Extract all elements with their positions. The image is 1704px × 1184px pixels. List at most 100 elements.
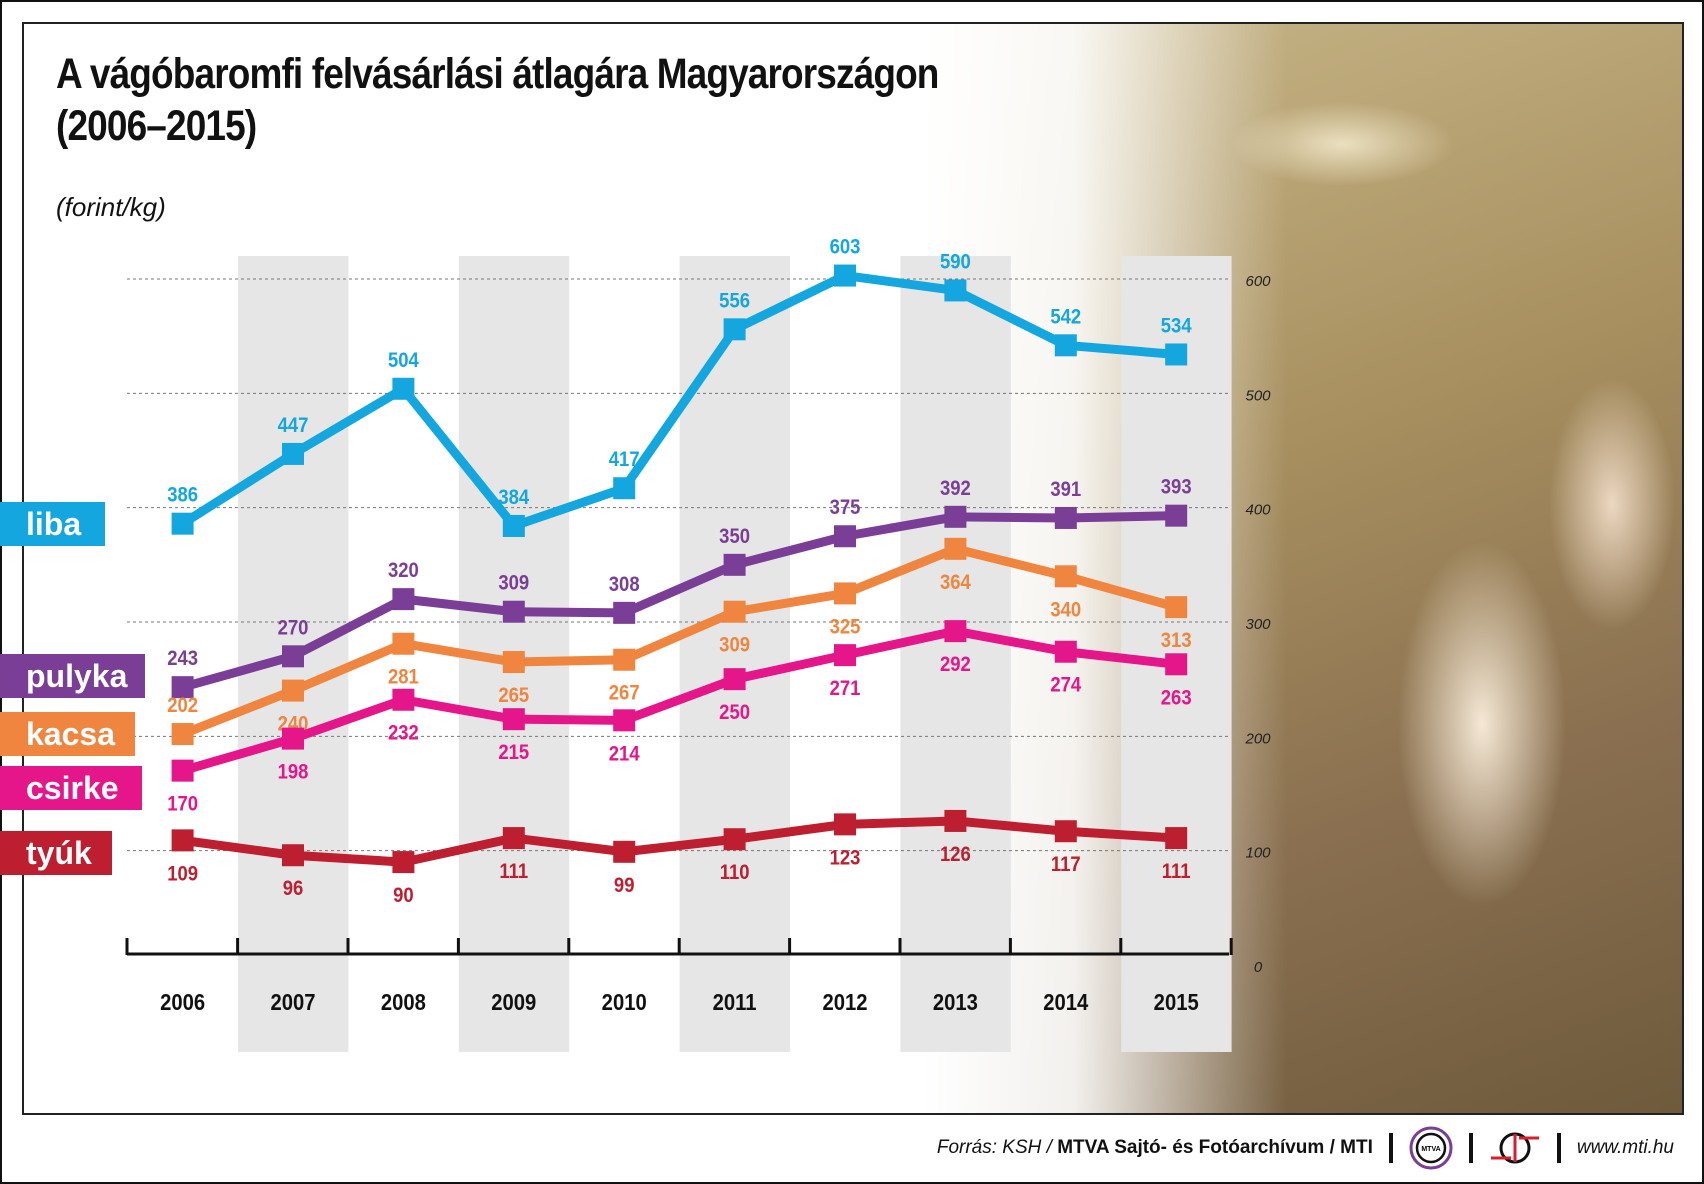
data-label: 542 [1050, 305, 1081, 328]
footer: Forrás: KSH / MTVA Sajtó- és Fotóarchívu… [936, 1126, 1674, 1170]
data-point [392, 377, 415, 400]
series-line [181, 816, 1177, 867]
data-label: 110 [720, 861, 750, 884]
series-line [180, 271, 1177, 531]
data-point [834, 264, 856, 287]
mtva-logo: MTVA [1409, 1126, 1453, 1170]
data-point [613, 840, 636, 863]
data-label: 417 [609, 448, 640, 471]
data-point [1054, 334, 1077, 357]
separator [1468, 1133, 1473, 1163]
x-tick-label: 2006 [160, 989, 205, 1016]
legend-kacsa: kacsa [0, 712, 135, 756]
data-label: 90 [393, 884, 414, 907]
data-point [723, 668, 746, 691]
data-label: 281 [388, 666, 419, 689]
series-tyúk: 109 96 90 111 99 110 123 126 117 111 [167, 809, 1191, 907]
legend-pulyka: pulyka [0, 654, 145, 698]
x-tick-label: 2010 [602, 989, 647, 1016]
data-label: 99 [614, 874, 635, 897]
data-point [1054, 820, 1077, 843]
data-point [723, 318, 746, 341]
data-label: 109 [167, 862, 198, 885]
data-label: 123 [830, 846, 861, 869]
data-label: 117 [1051, 853, 1081, 876]
x-tick-label: 2015 [1154, 989, 1199, 1016]
mti-logo [1490, 1132, 1539, 1164]
data-label: 603 [830, 236, 861, 259]
data-point [834, 644, 856, 667]
data-point [392, 851, 415, 874]
data-point [392, 632, 415, 655]
legend-tyúk: tyúk [0, 831, 112, 875]
data-point [1165, 343, 1188, 366]
data-point [171, 676, 194, 699]
y-tick-label: 100 [1245, 845, 1271, 862]
website-link[interactable]: www.mti.hu [1576, 1137, 1674, 1158]
data-label: 111 [499, 860, 528, 883]
y-tick-label: 500 [1245, 387, 1271, 404]
x-tick-label: 2011 [713, 989, 757, 1016]
series-liba: 386 447 504 384 417 556 603 590 542 534 [167, 236, 1192, 537]
data-label: 447 [278, 414, 309, 437]
data-point [723, 553, 746, 576]
data-point [944, 809, 967, 832]
data-label: 386 [167, 484, 198, 507]
data-point [834, 582, 856, 605]
x-tick-label: 2012 [822, 989, 867, 1016]
data-label: 391 [1050, 478, 1081, 501]
series-line [181, 626, 1177, 775]
y-axis-unit: (forint/kg) [56, 192, 166, 222]
data-label: 263 [1161, 686, 1192, 709]
data-label: 534 [1161, 314, 1192, 337]
legend-label: liba [26, 506, 82, 542]
x-tick-label: 2014 [1043, 989, 1088, 1016]
data-point [502, 708, 525, 731]
series-csirke: 170 198 232 215 214 250 271 292 274 263 [167, 620, 1192, 816]
source-text: Forrás: KSH / MTVA Sajtó- és Fotóarchívu… [936, 1137, 1373, 1158]
data-label: 308 [609, 573, 640, 596]
data-label: 292 [940, 653, 971, 676]
data-label: 309 [498, 572, 529, 595]
data-label: 504 [388, 349, 419, 372]
x-tick-label: 2007 [270, 989, 315, 1016]
legend-label: tyúk [26, 835, 92, 871]
data-point [502, 827, 525, 850]
legend-label: kacsa [26, 716, 115, 752]
data-point [834, 813, 856, 836]
legend-label: csirke [26, 770, 119, 806]
data-point [1165, 653, 1188, 676]
data-point [723, 600, 746, 623]
data-point [282, 645, 304, 668]
data-label: 590 [940, 250, 971, 273]
data-point [502, 651, 525, 674]
data-label: 215 [498, 741, 529, 764]
data-label: 126 [940, 843, 971, 866]
data-point [944, 537, 967, 560]
x-tick-label: 2013 [933, 989, 978, 1016]
data-label: 384 [498, 486, 529, 509]
data-label: 274 [1050, 674, 1081, 697]
data-point [171, 829, 194, 852]
legend-csirke: csirke [0, 766, 142, 810]
data-point [171, 759, 194, 782]
x-tick-label: 2008 [381, 989, 426, 1016]
data-point [613, 709, 636, 732]
series-pulyka: 243 270 320 309 308 350 375 392 391 393 [167, 476, 1192, 699]
legend-label: pulyka [26, 658, 128, 694]
data-label: 267 [609, 682, 640, 705]
title-line-1: A vágóbaromfi felvásárlási átlagára Magy… [56, 50, 939, 98]
data-label: 232 [388, 722, 419, 745]
data-point [1165, 596, 1188, 619]
data-point [944, 279, 967, 302]
column-band [900, 256, 1011, 1052]
data-label: 375 [830, 496, 861, 519]
data-label: 392 [940, 477, 971, 500]
data-point [1054, 640, 1077, 663]
data-point [282, 844, 304, 867]
separator [1556, 1133, 1561, 1163]
series-line [181, 511, 1177, 692]
